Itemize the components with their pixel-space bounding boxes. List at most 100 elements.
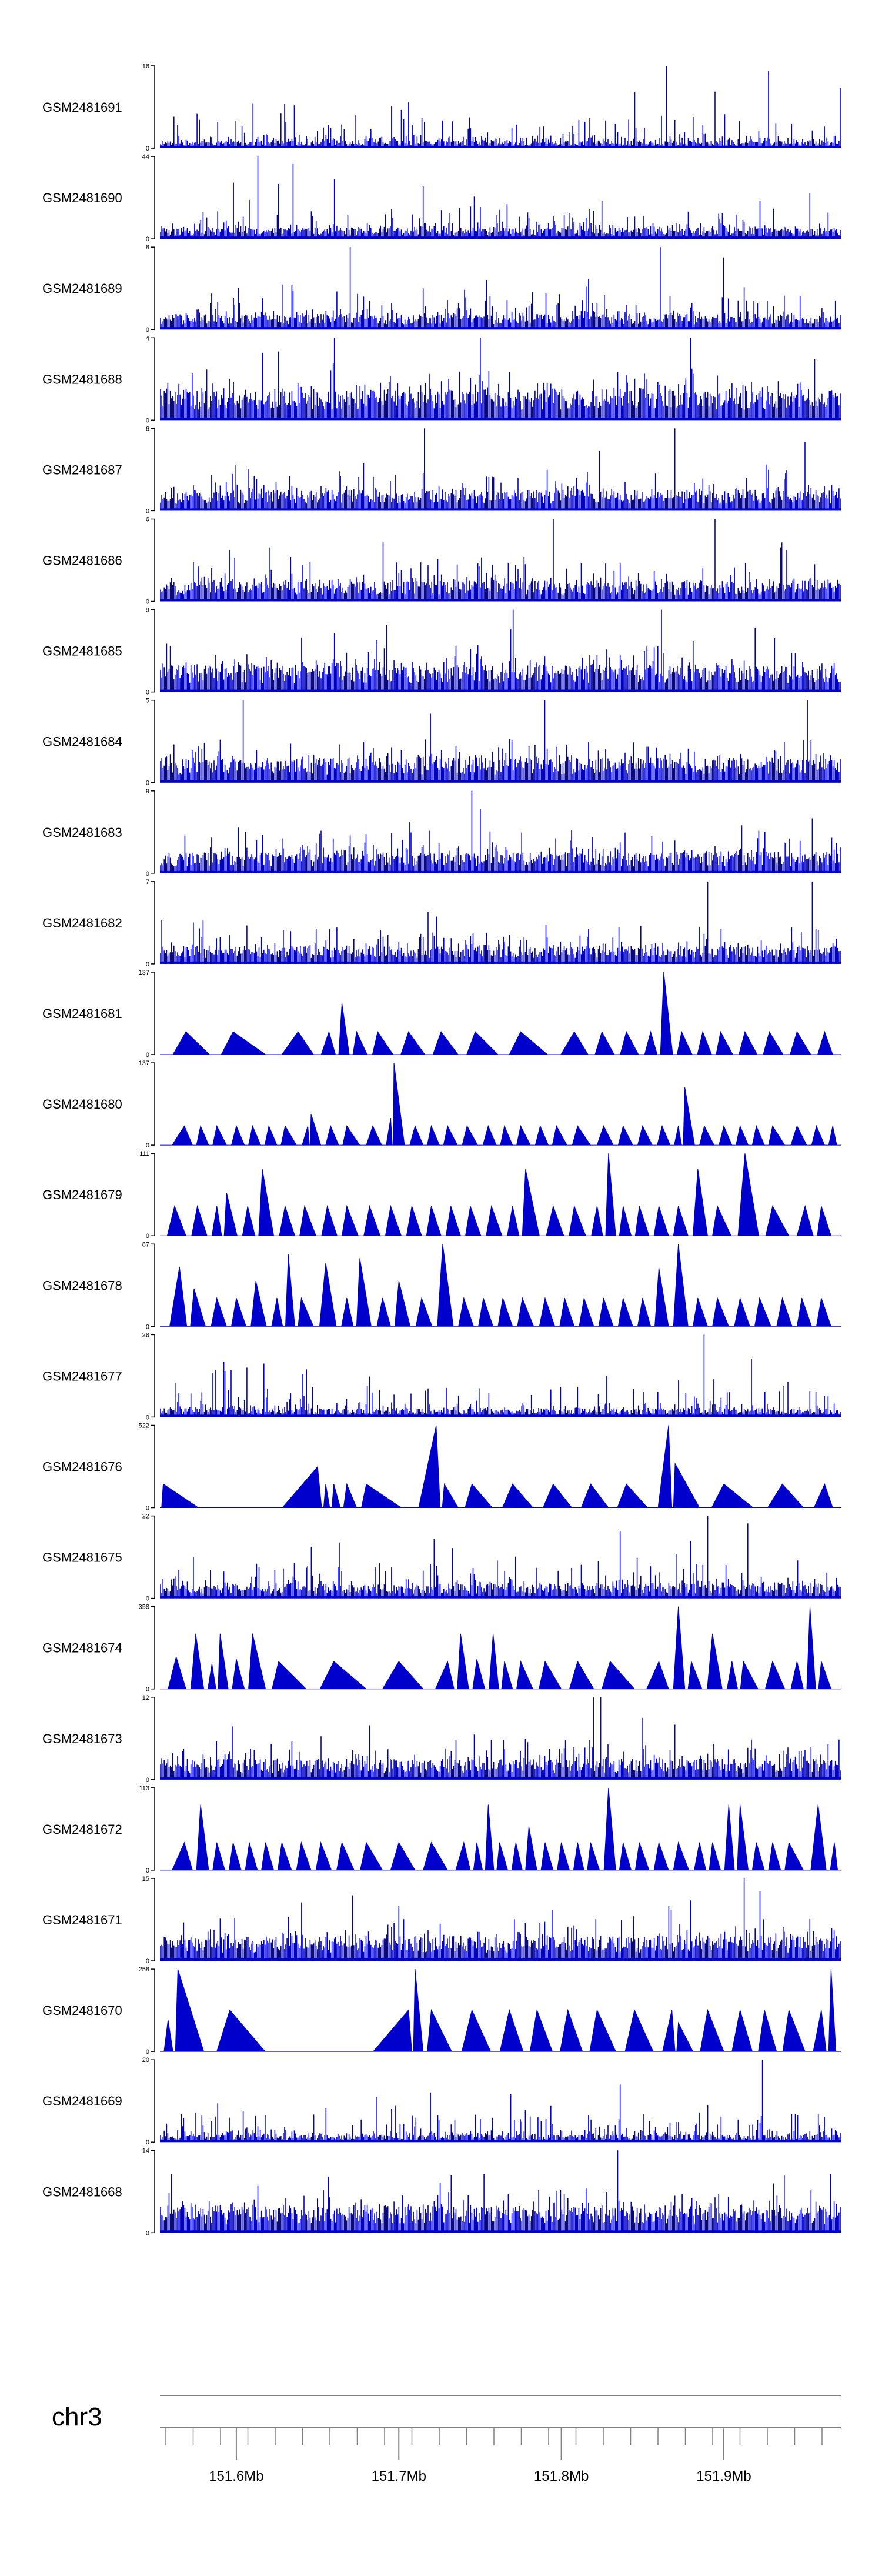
track-label: GSM2481684 (42, 735, 122, 749)
y-max-label: 15 (142, 1876, 149, 1883)
track-GSM2481681: GSM2481681 137 0 (42, 969, 841, 1059)
y-min-label: 0 (146, 1414, 149, 1421)
y-max-label: 20 (142, 2057, 149, 2064)
signal-area (160, 1787, 841, 1871)
y-max-label: 358 (139, 1604, 149, 1611)
track-GSM2481676: GSM2481676 522 0 (42, 1423, 841, 1512)
signal-baseline (160, 1414, 841, 1417)
y-min-label: 0 (146, 2230, 149, 2237)
y-max-label: 6 (146, 516, 149, 523)
track-label: GSM2481685 (42, 644, 122, 659)
track-label: GSM2481676 (42, 1460, 122, 1474)
y-min-label: 0 (146, 1233, 149, 1240)
track-label: GSM2481691 (42, 100, 122, 115)
signal-area (160, 972, 841, 1055)
y-min-label: 0 (146, 1505, 149, 1512)
chromosome-label: chr3 (52, 2403, 102, 2431)
signal-area (160, 1063, 841, 1146)
x-tick-label: 151.8Mb (534, 2468, 589, 2484)
signal-baseline (160, 146, 841, 148)
signal-bars (160, 1697, 841, 1780)
y-max-label: 113 (139, 1785, 149, 1792)
track-label: GSM2481679 (42, 1187, 122, 1202)
signal-baseline (160, 1958, 841, 1961)
signal-area (160, 1153, 841, 1236)
track-label: GSM2481681 (42, 1006, 122, 1021)
y-min-label: 0 (146, 326, 149, 333)
track-label: GSM2481672 (42, 1822, 122, 1837)
y-max-label: 16 (142, 63, 149, 70)
track-GSM2481683: GSM2481683 9 0 (42, 788, 841, 877)
track-GSM2481679: GSM2481679 111 0 (42, 1150, 841, 1240)
y-max-label: 44 (142, 154, 149, 161)
y-min-label: 0 (146, 2048, 149, 2056)
track-GSM2481682: GSM2481682 7 0 (42, 879, 841, 968)
y-max-label: 28 (142, 1332, 149, 1339)
track-label: GSM2481683 (42, 825, 122, 840)
y-min-label: 0 (146, 689, 149, 696)
track-GSM2481686: GSM2481686 6 0 (42, 516, 841, 606)
y-max-label: 6 (146, 425, 149, 432)
signal-bars (160, 2060, 841, 2143)
genome-axis: chr3 151.6Mb 151.7Mb 151.8Mb 151.9Mb (52, 2395, 841, 2484)
track-label: GSM2481668 (42, 2184, 122, 2199)
y-min-label: 0 (146, 417, 149, 424)
y-min-label: 0 (146, 2139, 149, 2146)
signal-area (160, 1244, 841, 1327)
track-GSM2481673: GSM2481673 12 0 (42, 1694, 841, 1784)
track-GSM2481669: GSM2481669 20 0 (42, 2057, 841, 2146)
track-GSM2481690: GSM2481690 44 0 (42, 154, 841, 243)
y-max-label: 9 (146, 788, 149, 795)
signal-baseline (160, 508, 841, 511)
signal-baseline (160, 870, 841, 873)
y-min-label: 0 (146, 1052, 149, 1059)
x-tick-label: 151.9Mb (696, 2468, 751, 2484)
y-min-label: 0 (146, 236, 149, 243)
track-GSM2481691: GSM2481691 16 0 (42, 63, 841, 152)
signal-baseline (160, 780, 841, 783)
y-max-label: 258 (139, 1966, 149, 1973)
signal-baseline (160, 1596, 841, 1599)
signal-baseline (160, 418, 841, 421)
track-label: GSM2481680 (42, 1097, 122, 1112)
track-label: GSM2481682 (42, 916, 122, 930)
track-GSM2481670: GSM2481670 258 0 (42, 1966, 841, 2056)
track-GSM2481689: GSM2481689 8 0 (42, 244, 841, 333)
y-min-label: 0 (146, 599, 149, 606)
y-max-label: 7 (146, 879, 149, 886)
y-min-label: 0 (146, 870, 149, 877)
y-max-label: 12 (142, 1694, 149, 1701)
track-label: GSM2481669 (42, 2094, 122, 2108)
signal-bars (160, 609, 841, 692)
signal-bars (160, 700, 841, 783)
tracks-layer: GSM2481691160GSM2481690440GSM248168980GS… (42, 63, 841, 2237)
y-max-label: 522 (139, 1423, 149, 1430)
signal-bars (160, 428, 841, 511)
track-GSM2481671: GSM2481671 15 0 (42, 1876, 841, 1965)
y-min-label: 0 (146, 145, 149, 152)
signal-bars (160, 519, 841, 602)
y-max-label: 137 (139, 1060, 149, 1067)
track-GSM2481675: GSM2481675 22 0 (42, 1513, 841, 1603)
track-GSM2481685: GSM2481685 9 0 (42, 607, 841, 696)
y-max-label: 22 (142, 1513, 149, 1520)
signal-area (160, 1606, 841, 1690)
track-label: GSM2481688 (42, 372, 122, 386)
track-label: GSM2481678 (42, 1278, 122, 1293)
track-GSM2481687: GSM2481687 6 0 (42, 425, 841, 515)
y-min-label: 0 (146, 1958, 149, 1965)
track-label: GSM2481687 (42, 462, 122, 477)
signal-baseline (160, 689, 841, 692)
y-min-label: 0 (146, 508, 149, 515)
y-max-label: 14 (142, 2147, 149, 2154)
track-GSM2481674: GSM2481674 358 0 (42, 1604, 841, 1693)
y-max-label: 5 (146, 698, 149, 705)
signal-bars (160, 2150, 841, 2233)
track-GSM2481688: GSM2481688 4 0 (42, 335, 841, 424)
y-min-label: 0 (146, 1777, 149, 1784)
y-min-label: 0 (146, 1323, 149, 1330)
x-tick-label: 151.6Mb (209, 2468, 263, 2484)
signal-area (160, 1425, 841, 1508)
track-label: GSM2481674 (42, 1641, 122, 1656)
